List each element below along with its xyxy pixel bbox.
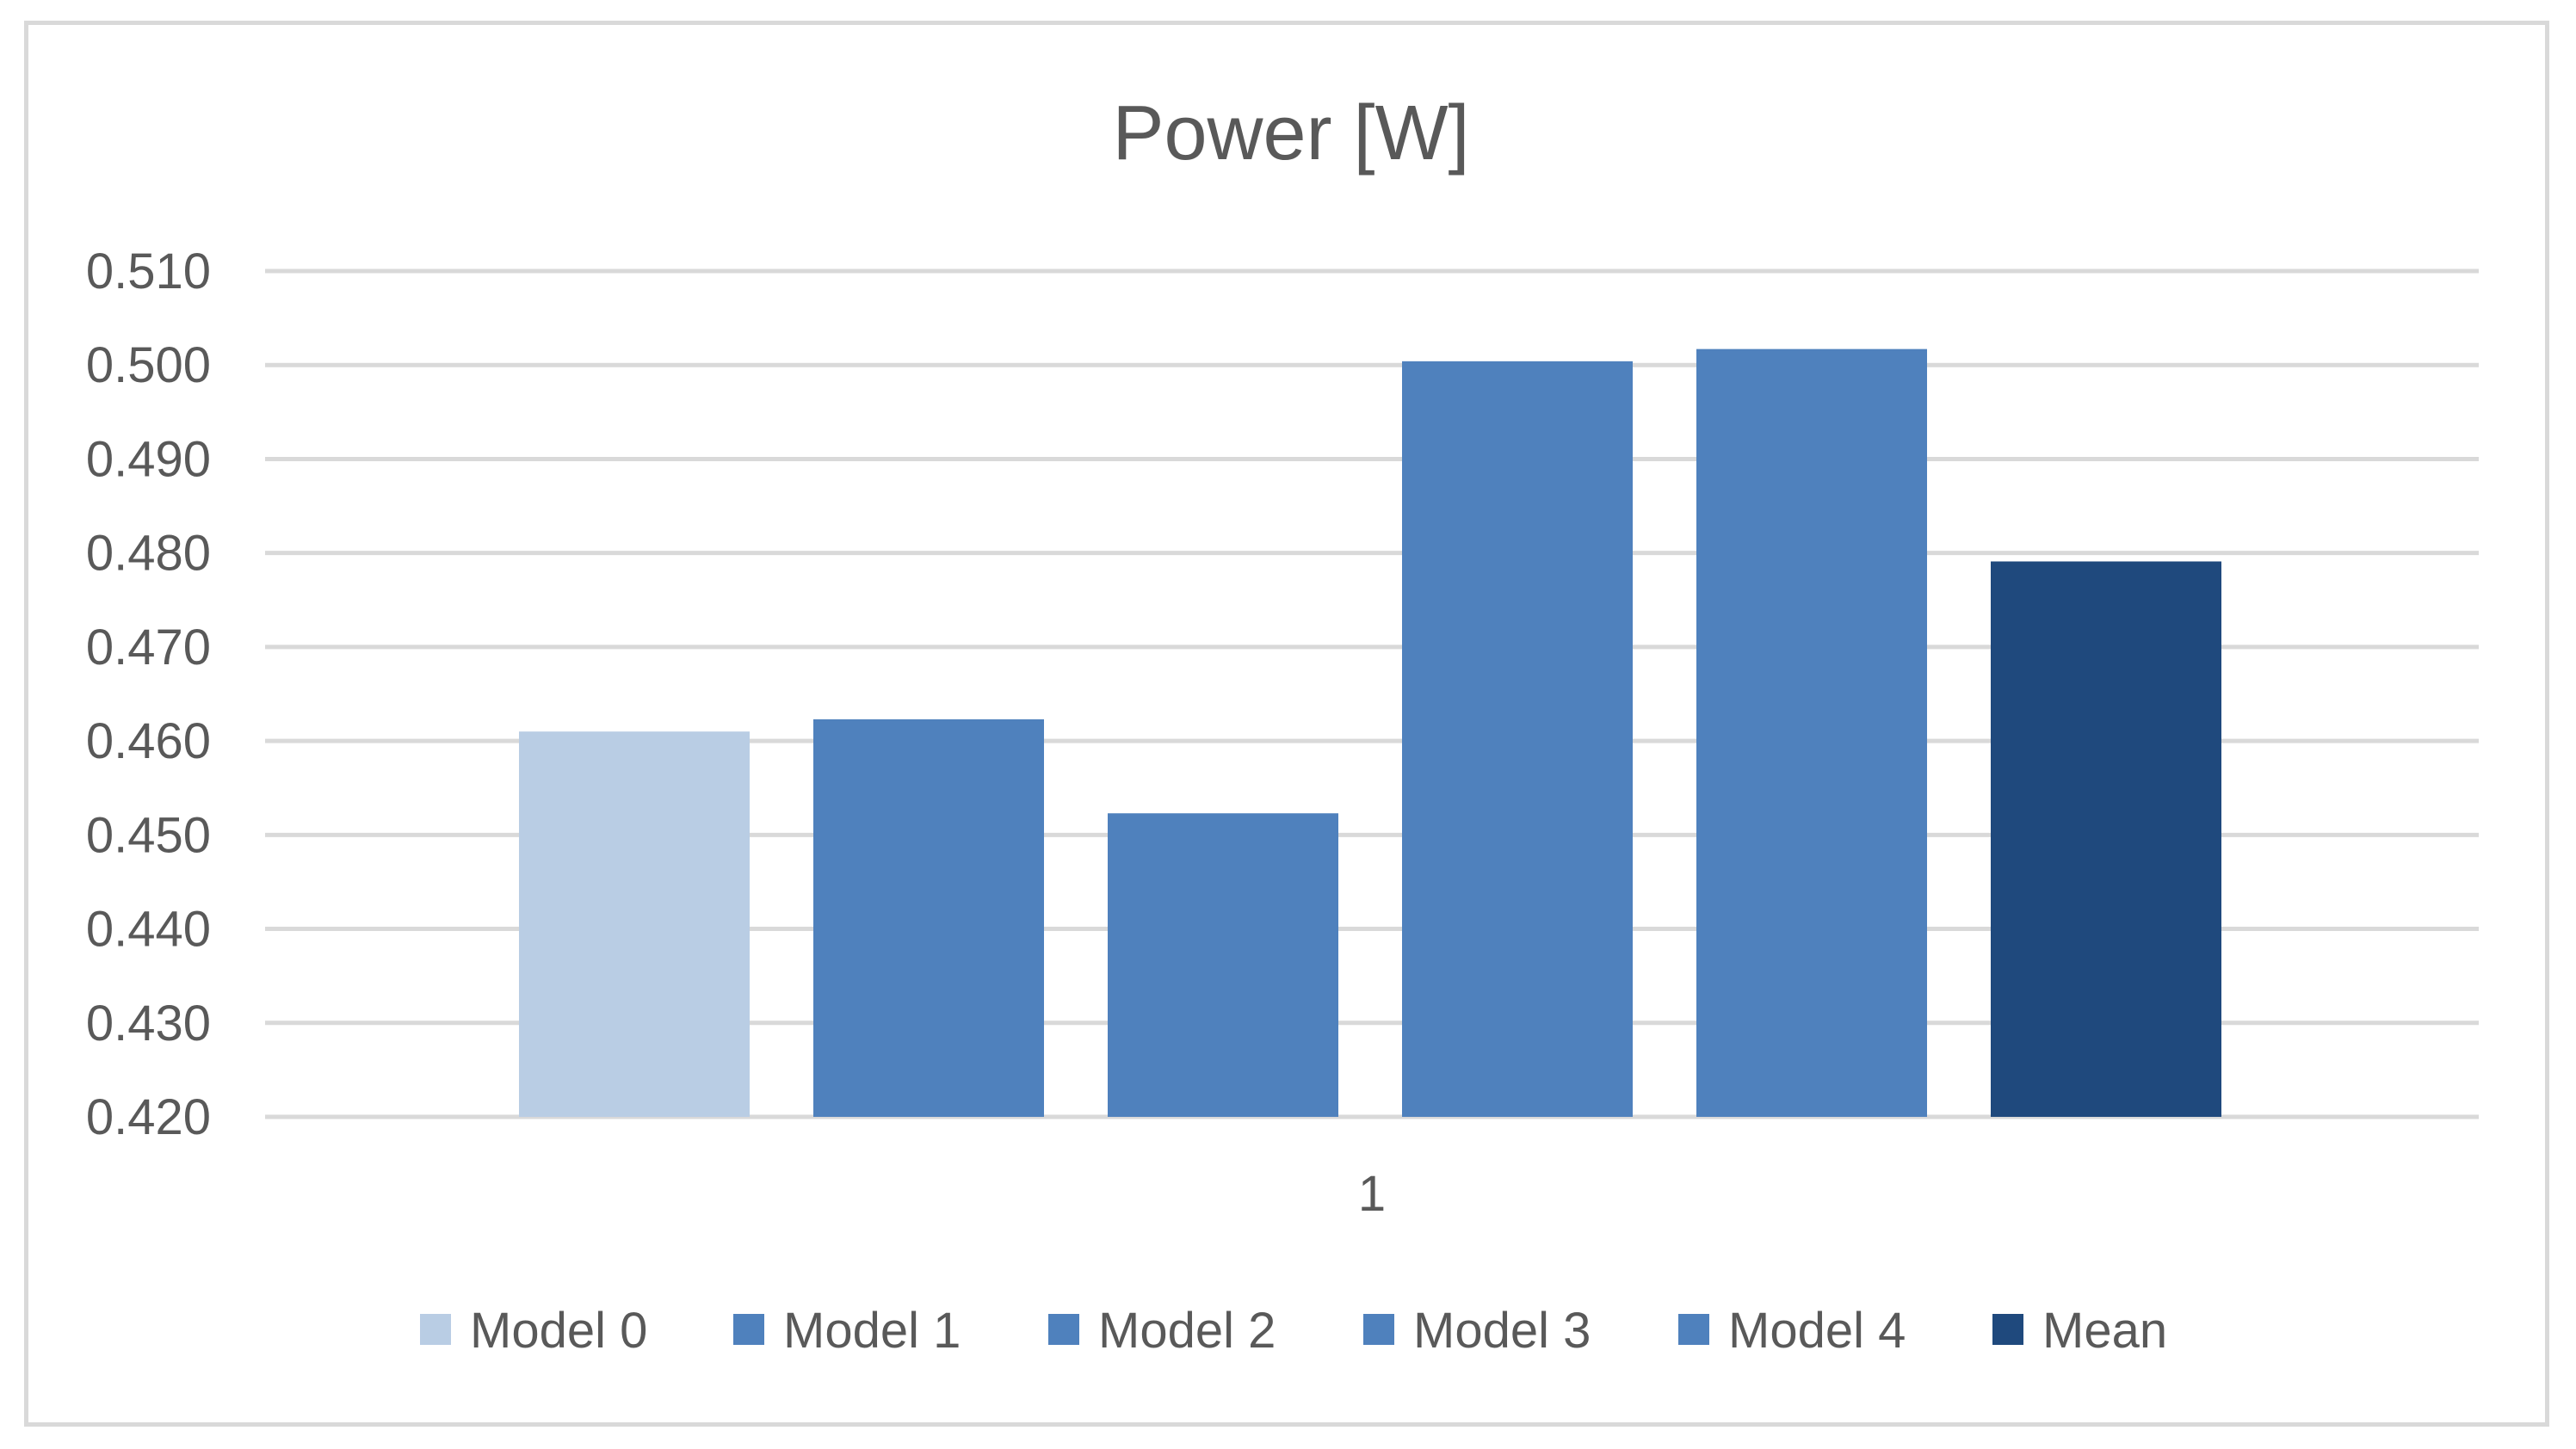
bars	[519, 348, 2221, 1118]
bar-model-1	[813, 718, 1044, 1117]
legend-label: Model 3	[1413, 1303, 1591, 1359]
legend-swatch	[1992, 1314, 2023, 1345]
legend-item-model-3: Model 3	[1363, 1303, 1591, 1359]
legend-label: Model 1	[783, 1303, 961, 1359]
y-tick-label: 0.470	[86, 620, 211, 675]
y-tick-label: 0.500	[86, 337, 211, 393]
bar-mean	[1991, 561, 2221, 1117]
legend-item-mean: Mean	[1992, 1303, 2167, 1359]
x-tick-label: 1	[1358, 1166, 1386, 1222]
y-tick-label: 0.480	[86, 526, 211, 582]
legend-swatch	[1048, 1314, 1079, 1345]
legend: Model 0 Model 1 Model 2 Model 3 Model 4 Mean	[420, 1303, 2167, 1359]
y-tick-label: 0.460	[86, 713, 211, 769]
bar-model-4	[1696, 348, 1927, 1118]
legend-label: Mean	[2042, 1303, 2167, 1359]
y-tick-label: 0.420	[86, 1089, 211, 1145]
legend-swatch	[420, 1314, 451, 1345]
chart-title: Power [W]	[1112, 90, 1469, 176]
bar-model-3	[1402, 361, 1633, 1117]
legend-item-model-2: Model 2	[1048, 1303, 1276, 1359]
legend-label: Model 0	[470, 1303, 647, 1359]
legend-label: Model 2	[1098, 1303, 1276, 1359]
x-axis-tick-labels: 1	[1358, 1166, 1386, 1222]
legend-item-model-0: Model 0	[420, 1303, 647, 1359]
legend-swatch	[1363, 1314, 1394, 1345]
bar-model-2	[1108, 813, 1338, 1117]
y-tick-label: 0.510	[86, 244, 211, 299]
y-tick-label: 0.450	[86, 807, 211, 863]
legend-swatch	[733, 1314, 764, 1345]
y-tick-label: 0.490	[86, 431, 211, 487]
legend-label: Model 4	[1728, 1303, 1906, 1359]
legend-item-model-1: Model 1	[733, 1303, 961, 1359]
legend-item-model-4: Model 4	[1678, 1303, 1906, 1359]
bar-model-0	[519, 731, 750, 1117]
legend-swatch	[1678, 1314, 1709, 1345]
y-tick-label: 0.430	[86, 996, 211, 1051]
y-axis-tick-labels: 0.420 0.430 0.440 0.450 0.460 0.470 0.480 0.490…	[86, 244, 211, 1145]
y-tick-label: 0.440	[86, 902, 211, 958]
